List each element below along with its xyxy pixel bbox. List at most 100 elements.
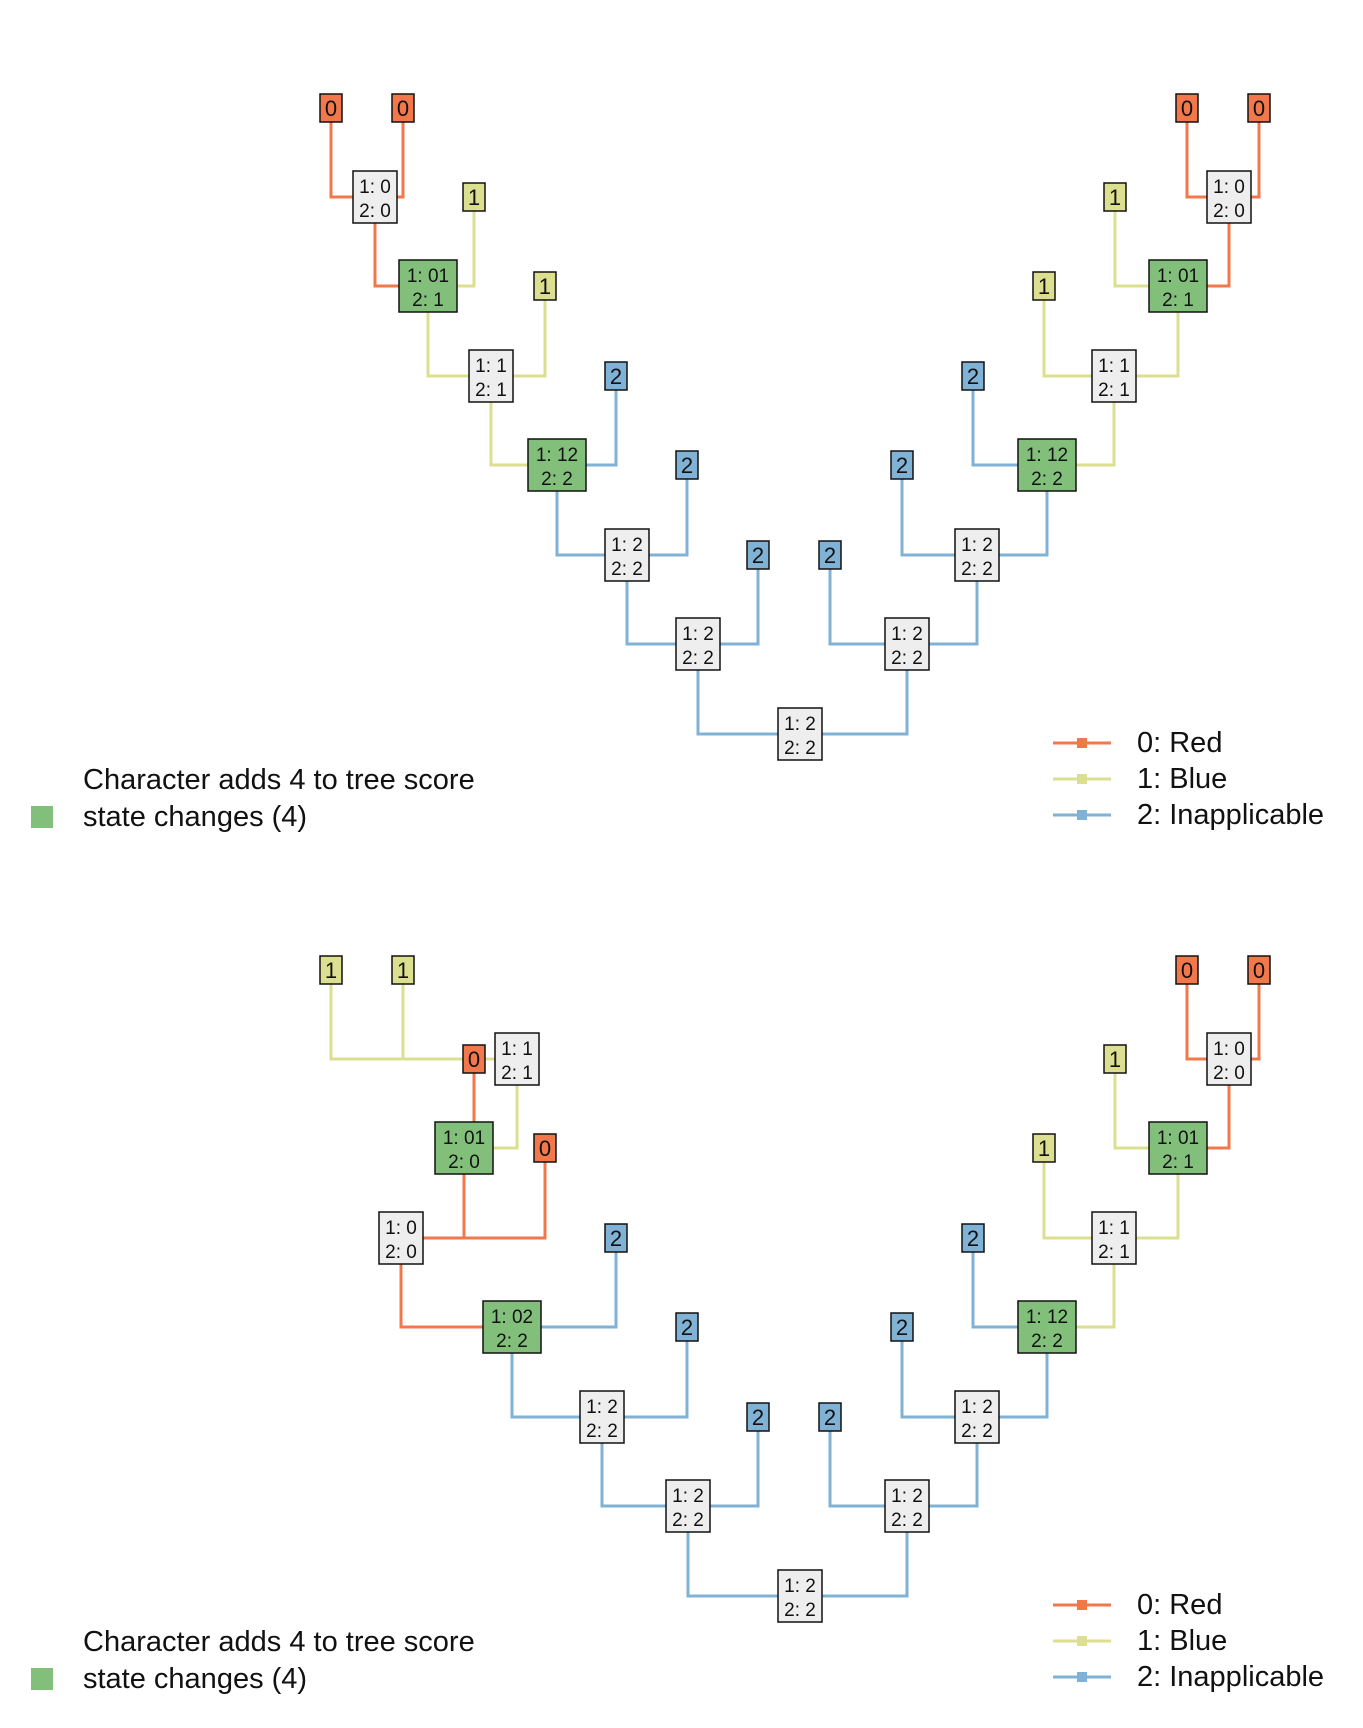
tip-state: 0 (325, 96, 337, 121)
tip-state: 2 (896, 1315, 908, 1340)
legend-item: 1: Blue (1053, 763, 1227, 795)
tip-state: 2 (967, 1226, 979, 1251)
tip-box (890, 450, 914, 480)
node-line-1: 1: 01 (1157, 1128, 1199, 1149)
node-line-1: 1: 2 (784, 1576, 816, 1597)
node-line-2: 2: 0 (359, 201, 391, 222)
legend-marker (1077, 774, 1087, 784)
node-line-1: 1: 0 (359, 177, 391, 198)
internal-node: 1: 1 2: 1 (1091, 1211, 1137, 1265)
node-box (884, 1479, 930, 1533)
tip-box (604, 361, 628, 391)
tip-state: 1 (1038, 1136, 1050, 1161)
internal-node: 1: 1 2: 1 (1091, 349, 1137, 403)
tree-edge (1042, 286, 1114, 378)
tip-label: 0 (1247, 955, 1271, 985)
internal-node: 1: 2 2: 2 (954, 1390, 1000, 1444)
tip-state: 2 (752, 1405, 764, 1430)
tip-box (1175, 955, 1199, 985)
tip-box (890, 1312, 914, 1342)
node-box (1148, 1121, 1208, 1175)
internal-node: 1: 2 2: 2 (777, 707, 823, 761)
tip-label: 1 (319, 955, 343, 985)
tip-box (533, 1133, 557, 1163)
node-line-1: 1: 1 (1098, 1218, 1130, 1239)
tip-label: 0 (391, 93, 415, 123)
score-caption: Character adds 4 to tree score state chan… (31, 764, 475, 833)
tip-state: 2 (967, 364, 979, 389)
node-box (1206, 1032, 1252, 1086)
internal-node: 1: 2 2: 2 (884, 617, 930, 671)
tip-state: 2 (752, 543, 764, 568)
node-line-2: 2: 2 (961, 1421, 993, 1442)
tip-state: 0 (1253, 958, 1265, 983)
node-line-2: 2: 0 (1213, 1063, 1245, 1084)
tip-box (1247, 93, 1271, 123)
tip-label: 2 (961, 1223, 985, 1253)
legend-label: 2: Inapplicable (1137, 1661, 1324, 1693)
node-line-1: 1: 0 (1213, 177, 1245, 198)
score-line-2: state changes (4) (83, 1663, 307, 1695)
node-line-2: 2: 2 (496, 1331, 528, 1352)
node-line-2: 2: 0 (1213, 201, 1245, 222)
tip-box (319, 955, 343, 985)
tip-box (961, 361, 985, 391)
legend-marker (1077, 1600, 1087, 1610)
node-line-1: 1: 1 (1098, 356, 1130, 377)
tip-label: 1 (533, 271, 557, 301)
tree-edge (696, 644, 800, 736)
node-line-2: 2: 2 (1031, 469, 1063, 490)
node-line-1: 1: 2 (672, 1486, 704, 1507)
state-change-node: 1: 01 2: 1 (1148, 259, 1208, 313)
node-line-2: 2: 2 (672, 1510, 704, 1531)
node-line-2: 2: 1 (1098, 380, 1130, 401)
tip-label: 1 (462, 182, 486, 212)
node-line-2: 2: 2 (784, 738, 816, 759)
tip-label: 2 (818, 540, 842, 570)
tip-box (462, 1044, 486, 1074)
node-line-1: 1: 01 (407, 266, 449, 287)
legend-marker (1077, 810, 1087, 820)
internal-node: 1: 2 2: 2 (884, 1479, 930, 1533)
tip-state: 1 (539, 274, 551, 299)
node-line-1: 1: 02 (491, 1307, 533, 1328)
tip-label: 2 (675, 1312, 699, 1342)
internal-node: 1: 2 2: 2 (954, 528, 1000, 582)
node-line-1: 1: 01 (1157, 266, 1199, 287)
legend-item: 2: Inapplicable (1053, 1661, 1324, 1693)
tree-edge (688, 1417, 760, 1508)
node-line-1: 1: 12 (536, 445, 578, 466)
internal-node: 1: 2 2: 2 (777, 1569, 823, 1623)
tip-state: 1 (1038, 274, 1050, 299)
score-caption: Character adds 4 to tree score state chan… (31, 1626, 475, 1695)
tree-edge (907, 1417, 979, 1508)
tip-box (533, 271, 557, 301)
internal-node: 1: 0 2: 0 (1206, 170, 1252, 224)
node-line-1: 1: 2 (891, 1486, 923, 1507)
tip-label: 1 (1103, 182, 1127, 212)
internal-node: 1: 2 2: 2 (604, 528, 650, 582)
state-change-node: 1: 12 2: 2 (1017, 1300, 1077, 1354)
tip-state: 0 (1181, 958, 1193, 983)
tip-label: 2 (890, 1312, 914, 1342)
node-line-2: 2: 1 (1162, 290, 1194, 311)
internal-node: 1: 1 2: 1 (494, 1032, 540, 1086)
node-line-2: 2: 2 (961, 559, 993, 580)
node-box (665, 1479, 711, 1533)
state-change-swatch (31, 806, 53, 828)
tree-edge (828, 1417, 907, 1508)
tree-edge (900, 1327, 977, 1419)
node-line-1: 1: 2 (784, 714, 816, 735)
node-line-1: 1: 2 (891, 624, 923, 645)
tip-box (391, 93, 415, 123)
state-change-node: 1: 12 2: 2 (527, 438, 587, 492)
node-line-2: 2: 2 (682, 648, 714, 669)
tree-edge (512, 1238, 618, 1329)
score-line-1: Character adds 4 to tree score (83, 764, 475, 796)
node-box (579, 1390, 625, 1444)
state-change-swatch (31, 1668, 53, 1690)
tree-edge (800, 644, 909, 736)
score-line-1: Character adds 4 to tree score (83, 1626, 475, 1658)
tip-box (818, 540, 842, 570)
